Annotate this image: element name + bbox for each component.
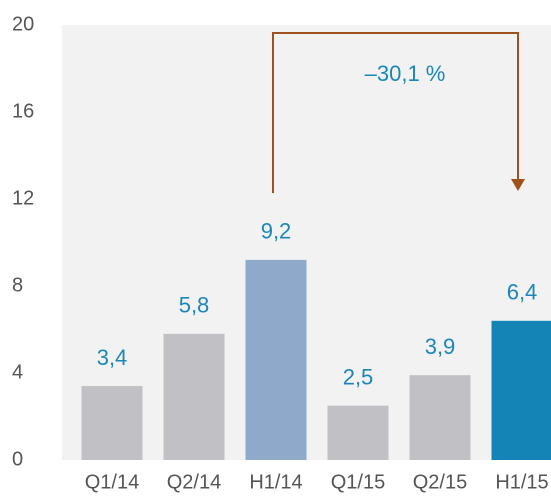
bar — [81, 386, 143, 460]
bar — [491, 320, 551, 460]
value-label: 2,5 — [343, 364, 374, 389]
x-tick-label: H1/14 — [249, 471, 302, 493]
y-tick-label: 12 — [12, 187, 34, 209]
y-tick-label: 4 — [12, 361, 23, 383]
bar — [327, 405, 389, 460]
value-label: 3,4 — [97, 345, 128, 370]
value-label: 5,8 — [179, 293, 210, 318]
value-label: 3,9 — [425, 334, 456, 359]
y-tick-label: 0 — [12, 448, 23, 470]
y-tick-label: 20 — [12, 13, 34, 35]
x-tick-label: Q1/15 — [331, 471, 385, 493]
x-tick-label: Q2/15 — [413, 471, 467, 493]
arrow-head — [511, 179, 525, 191]
x-tick-label: H1/15 — [495, 471, 548, 493]
annotation: –30,1 % — [365, 61, 446, 86]
value-label: 6,4 — [507, 280, 538, 305]
y-tick-label: 16 — [12, 100, 34, 122]
bar — [245, 259, 307, 460]
value-label: 9,2 — [261, 219, 292, 244]
bar — [163, 333, 225, 460]
x-tick-label: Q1/14 — [85, 471, 139, 493]
change-arrow — [272, 32, 519, 193]
y-tick-label: 8 — [12, 274, 23, 296]
x-tick-label: Q2/14 — [167, 471, 221, 493]
bar — [409, 375, 471, 460]
